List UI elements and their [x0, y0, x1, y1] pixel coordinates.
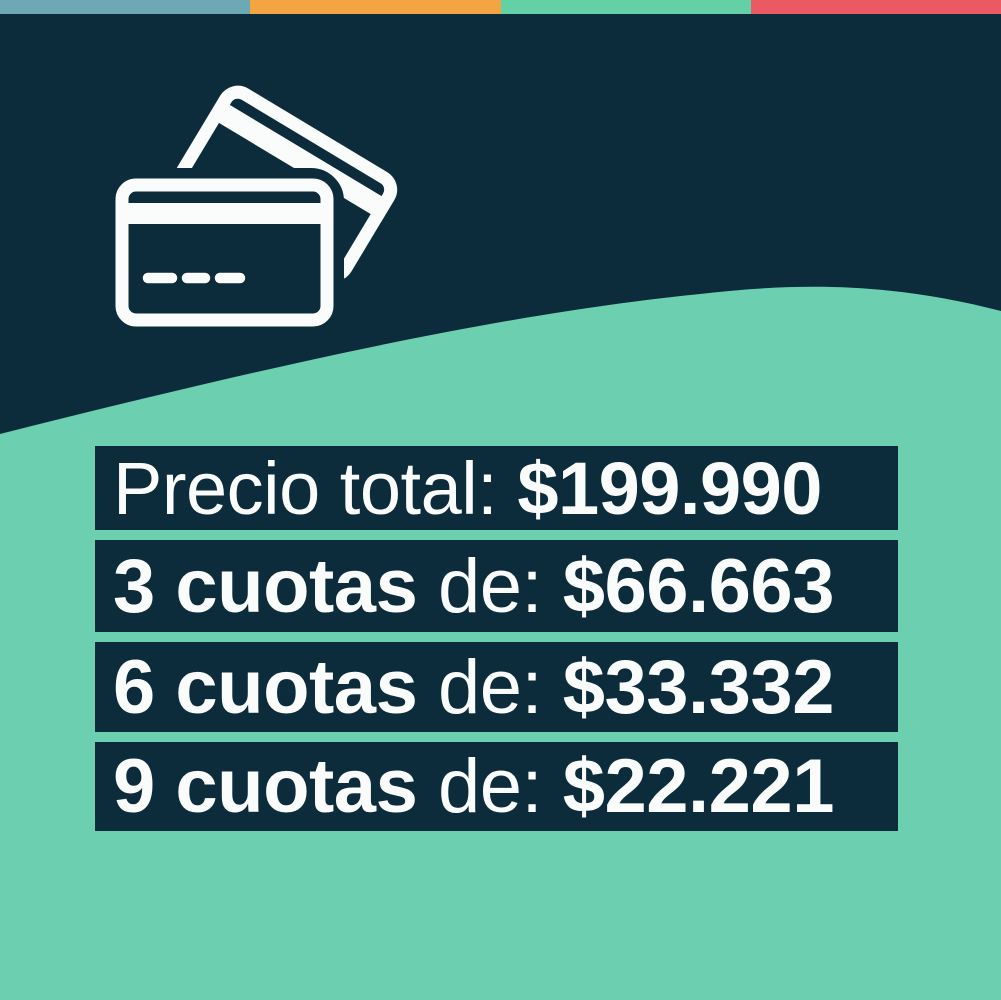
- row-price: $33.332: [562, 644, 835, 730]
- price-row-6-cuotas: 6 cuotas de: $33.332: [95, 642, 898, 732]
- top-color-strip: [0, 0, 1001, 14]
- front-card-band: [127, 203, 322, 224]
- strip-segment-orange: [250, 0, 501, 14]
- row-label: de:: [417, 744, 563, 829]
- price-row-9-cuotas: 9 cuotas de: $22.221: [95, 742, 898, 831]
- row-price: $22.221: [562, 744, 835, 829]
- front-card: [115, 178, 334, 327]
- row-label: Precio total:: [113, 446, 518, 530]
- price-row-total: Precio total: $199.990: [95, 446, 898, 530]
- row-lead: 6 cuotas: [113, 644, 418, 730]
- row-lead: 9 cuotas: [113, 744, 418, 829]
- strip-segment-blue: [0, 0, 251, 14]
- credit-cards-icon: [110, 85, 398, 337]
- strip-segment-red: [750, 0, 1001, 14]
- row-price: $66.663: [562, 543, 835, 629]
- price-row-3-cuotas: 3 cuotas de: $66.663: [95, 540, 898, 632]
- magnetic-stripe: [216, 103, 385, 216]
- row-price: $199.990: [517, 446, 822, 530]
- row-label: de:: [417, 644, 563, 730]
- strip-segment-green: [500, 0, 751, 14]
- price-list: Precio total: $199.990 3 cuotas de: $66.…: [95, 446, 898, 831]
- row-label: de:: [417, 543, 563, 629]
- row-lead: 3 cuotas: [113, 543, 418, 629]
